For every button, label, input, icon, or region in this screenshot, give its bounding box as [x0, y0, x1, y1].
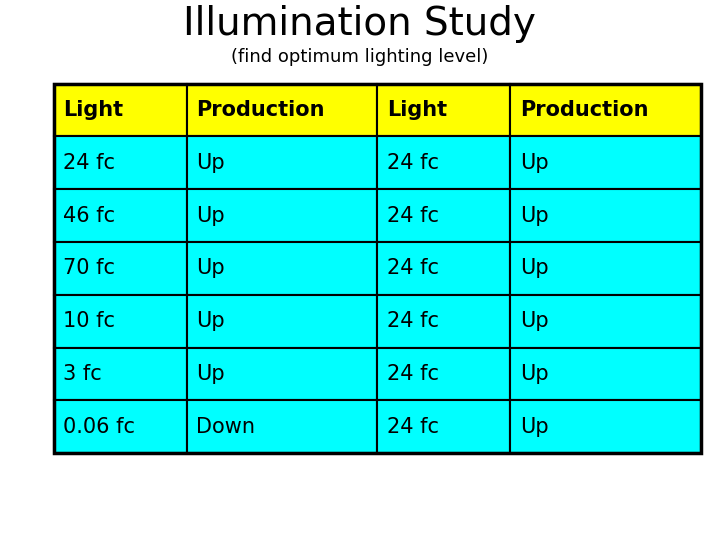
FancyBboxPatch shape: [187, 84, 377, 136]
Text: Up: Up: [520, 417, 549, 437]
FancyBboxPatch shape: [510, 84, 701, 136]
Text: 0.06 fc: 0.06 fc: [63, 417, 135, 437]
Text: Up: Up: [520, 258, 549, 279]
Text: Light: Light: [63, 100, 124, 120]
FancyBboxPatch shape: [510, 136, 701, 189]
Text: 46 fc: 46 fc: [63, 205, 115, 226]
FancyBboxPatch shape: [510, 295, 701, 348]
Text: Up: Up: [196, 364, 225, 384]
Text: Illumination Study: Illumination Study: [183, 5, 536, 43]
FancyBboxPatch shape: [510, 189, 701, 242]
FancyBboxPatch shape: [510, 400, 701, 453]
FancyBboxPatch shape: [377, 189, 510, 242]
Text: 10 fc: 10 fc: [63, 311, 115, 331]
FancyBboxPatch shape: [54, 189, 187, 242]
FancyBboxPatch shape: [187, 400, 377, 453]
Text: 24 fc: 24 fc: [387, 205, 439, 226]
Text: 24 fc: 24 fc: [387, 364, 439, 384]
FancyBboxPatch shape: [377, 348, 510, 400]
Text: Up: Up: [520, 311, 549, 331]
Text: 24 fc: 24 fc: [387, 417, 439, 437]
FancyBboxPatch shape: [54, 295, 187, 348]
Text: Up: Up: [196, 205, 225, 226]
FancyBboxPatch shape: [377, 295, 510, 348]
Text: 24 fc: 24 fc: [387, 153, 439, 173]
FancyBboxPatch shape: [377, 136, 510, 189]
Text: 24 fc: 24 fc: [387, 311, 439, 331]
FancyBboxPatch shape: [377, 84, 510, 136]
FancyBboxPatch shape: [187, 189, 377, 242]
Text: 24 fc: 24 fc: [63, 153, 115, 173]
FancyBboxPatch shape: [377, 242, 510, 295]
Text: 3 fc: 3 fc: [63, 364, 102, 384]
Text: Up: Up: [520, 364, 549, 384]
Text: (find optimum lighting level): (find optimum lighting level): [231, 47, 488, 66]
Text: Up: Up: [520, 153, 549, 173]
Text: Light: Light: [387, 100, 447, 120]
Text: Production: Production: [520, 100, 649, 120]
FancyBboxPatch shape: [54, 136, 187, 189]
Text: Up: Up: [196, 311, 225, 331]
FancyBboxPatch shape: [54, 242, 187, 295]
FancyBboxPatch shape: [54, 400, 187, 453]
FancyBboxPatch shape: [187, 295, 377, 348]
Text: Up: Up: [520, 205, 549, 226]
Text: Up: Up: [196, 258, 225, 279]
Text: Down: Down: [196, 417, 255, 437]
FancyBboxPatch shape: [187, 136, 377, 189]
Text: 70 fc: 70 fc: [63, 258, 115, 279]
FancyBboxPatch shape: [187, 348, 377, 400]
FancyBboxPatch shape: [377, 400, 510, 453]
FancyBboxPatch shape: [510, 242, 701, 295]
FancyBboxPatch shape: [187, 242, 377, 295]
FancyBboxPatch shape: [54, 84, 187, 136]
Text: 24 fc: 24 fc: [387, 258, 439, 279]
FancyBboxPatch shape: [510, 348, 701, 400]
Text: Up: Up: [196, 153, 225, 173]
Text: Production: Production: [196, 100, 325, 120]
FancyBboxPatch shape: [54, 348, 187, 400]
